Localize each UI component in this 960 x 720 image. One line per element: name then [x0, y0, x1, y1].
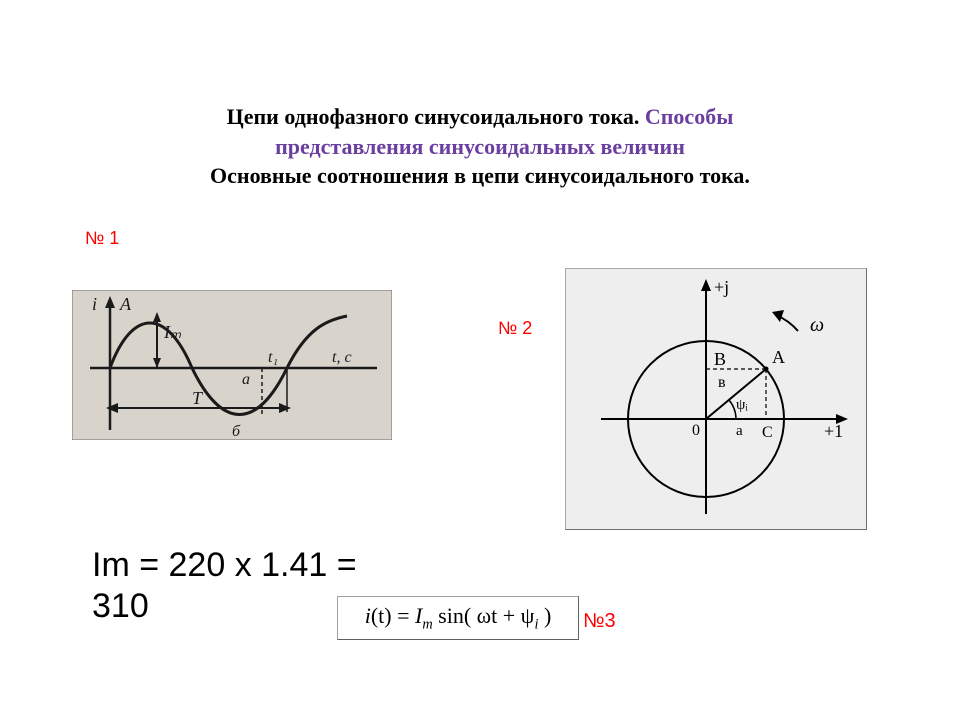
- figure-phasor-diagram: +j +1 ω A B в 0 а C ψᵢ: [565, 268, 867, 530]
- title-line1-black: Цепи однофазного синусоидального тока.: [227, 104, 645, 129]
- svg-text:ψᵢ: ψᵢ: [736, 397, 748, 413]
- svg-text:ω: ω: [810, 314, 824, 336]
- equation-block: Im = 220 x 1.41 = 310: [92, 545, 357, 627]
- svg-text:i: i: [92, 294, 97, 314]
- figure-sine-wave: i A Iₘ t₁ t, c a T б: [72, 290, 392, 440]
- svg-text:C: C: [762, 424, 773, 441]
- svg-text:t₁: t₁: [268, 349, 278, 366]
- equation-line2: 310: [92, 586, 357, 627]
- svg-text:в: в: [718, 374, 726, 391]
- title-line-2: представления синусоидальных величин: [0, 132, 960, 162]
- svg-text:A: A: [119, 294, 132, 314]
- formula-text: i(t) = Im sin( ωt + ψi ): [365, 603, 552, 633]
- title-line-3: Основные соотношения в цепи синусоидальн…: [0, 161, 960, 191]
- title-line-1: Цепи однофазного синусоидального тока. С…: [0, 102, 960, 132]
- svg-text:A: A: [772, 347, 785, 367]
- label-n2: № 2: [498, 318, 532, 339]
- svg-text:а: а: [736, 423, 743, 439]
- label-n1: № 1: [85, 228, 119, 249]
- equation-line1: Im = 220 x 1.41 =: [92, 545, 357, 586]
- svg-text:б: б: [232, 423, 241, 440]
- title-block: Цепи однофазного синусоидального тока. С…: [0, 102, 960, 191]
- svg-text:Iₘ: Iₘ: [163, 322, 182, 342]
- svg-text:+j: +j: [714, 277, 729, 297]
- svg-text:+1: +1: [824, 421, 843, 441]
- title-line1-purple: Способы: [645, 104, 734, 129]
- label-n3: №3: [583, 610, 616, 633]
- svg-text:0: 0: [692, 422, 700, 439]
- svg-text:t, c: t, c: [332, 349, 352, 366]
- svg-text:B: B: [714, 349, 726, 369]
- svg-text:a: a: [242, 371, 250, 388]
- formula-box: i(t) = Im sin( ωt + ψi ): [337, 596, 579, 640]
